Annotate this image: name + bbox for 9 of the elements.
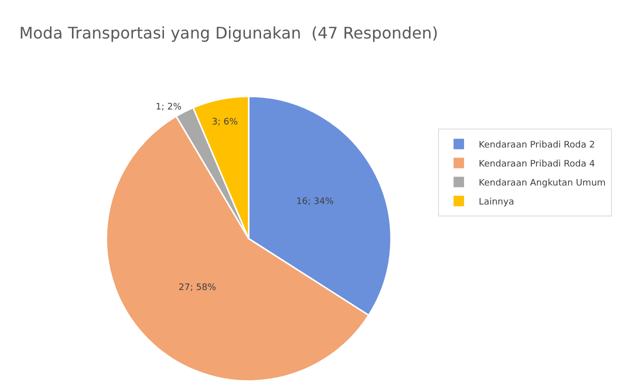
legend-label: Kendaraan Pribadi Roda 4 [478,159,596,170]
legend-label: Kendaraan Pribadi Roda 2 [478,140,595,150]
data-label: 16; 34% [296,197,334,208]
legend-label: Lainnya [478,197,514,208]
chart-title: Moda Transportasi yang Digunakan (47 Responden) [19,24,438,43]
legend-label: Kendaraan Angkutan Umum [478,178,606,188]
data-label: 1; 2% [156,102,182,113]
data-label: 27; 58% [178,283,216,294]
data-label: 3; 6% [212,117,238,128]
